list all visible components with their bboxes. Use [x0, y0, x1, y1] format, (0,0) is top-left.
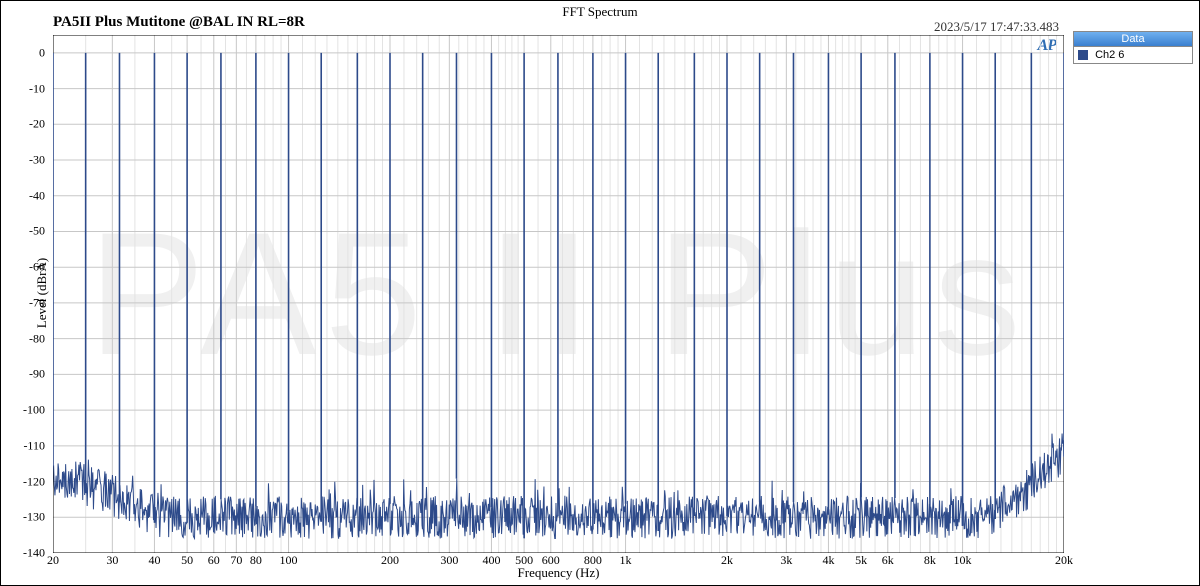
fft-spectrum-svg	[53, 35, 1064, 553]
plot-area	[53, 35, 1064, 553]
y-tick: -40	[29, 188, 45, 203]
y-tick: -80	[29, 331, 45, 346]
timestamp: 2023/5/17 17:47:33.483	[934, 19, 1059, 35]
legend-box: Data Ch2 6	[1073, 31, 1193, 64]
y-tick: -100	[23, 403, 45, 418]
y-tick: -70	[29, 295, 45, 310]
fft-spectrum-panel: FFT Spectrum PA5II Plus Mutitone @BAL IN…	[0, 0, 1200, 586]
y-tick: -50	[29, 224, 45, 239]
y-tick: 0	[39, 45, 45, 60]
y-tick: -20	[29, 117, 45, 132]
y-tick: -30	[29, 153, 45, 168]
legend-header: Data	[1074, 32, 1192, 47]
y-tick: -60	[29, 260, 45, 275]
legend-item: Ch2 6	[1074, 47, 1192, 63]
y-tick: -90	[29, 367, 45, 382]
legend-swatch	[1078, 50, 1088, 60]
y-tick: -110	[23, 438, 45, 453]
y-tick: -120	[23, 474, 45, 489]
y-axis-ticks: 0 -10 -20 -30 -40 -50 -60 -70 -80 -90 -100 -110 -120…	[1, 35, 49, 553]
legend-label: Ch2 6	[1095, 49, 1124, 61]
x-axis-label: Frequency (Hz)	[53, 565, 1064, 581]
chart-title: PA5II Plus Mutitone @BAL IN RL=8R	[53, 14, 305, 31]
y-tick: -10	[29, 81, 45, 96]
y-tick: -140	[23, 546, 45, 561]
y-tick: -130	[23, 510, 45, 525]
